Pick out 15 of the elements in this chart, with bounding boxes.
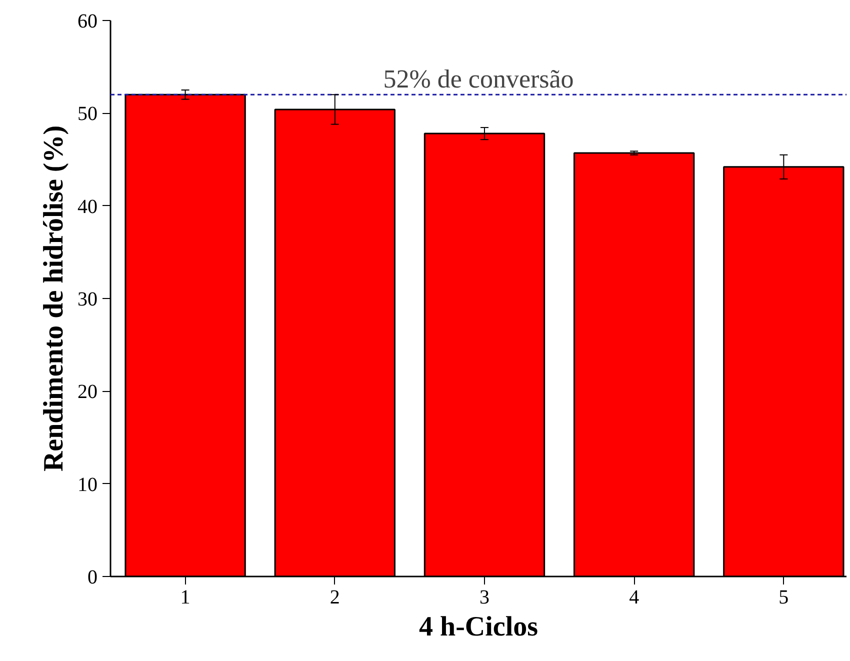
- x-tick-label: 4: [629, 586, 640, 608]
- x-tick-label: 2: [330, 586, 340, 608]
- x-tick-label: 5: [778, 586, 789, 608]
- y-tick-label: 50: [78, 103, 98, 126]
- y-tick-label: 20: [78, 381, 98, 404]
- y-tick-label: 0: [88, 566, 98, 588]
- y-tick-label: 40: [78, 196, 98, 218]
- y-tick-label: 10: [78, 474, 98, 496]
- x-tick-label: 3: [479, 586, 490, 608]
- x-tick-label: 1: [180, 586, 190, 608]
- y-axis-title: Rendimento de hidrólise (%): [38, 125, 70, 472]
- x-axis-title: 4 h-Ciclos: [419, 612, 538, 642]
- ref-line-label: 52% de conversão: [383, 64, 574, 94]
- y-tick-label: 30: [78, 288, 98, 310]
- y-tick-label: 60: [78, 10, 98, 32]
